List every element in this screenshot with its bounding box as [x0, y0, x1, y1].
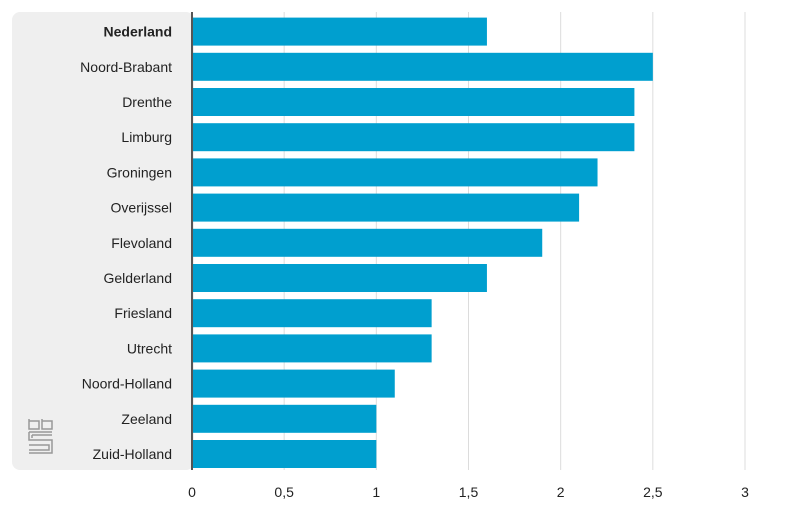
category-label: Noord-Holland	[82, 376, 172, 392]
category-label: Overijssel	[111, 200, 172, 216]
bar-zeeland[interactable]	[192, 404, 377, 433]
x-tick-label: 2	[557, 484, 565, 500]
bar-limburg[interactable]	[192, 123, 635, 152]
bar-noord-holland[interactable]	[192, 369, 395, 398]
category-panel	[12, 12, 194, 470]
x-tick-label: 3	[741, 484, 749, 500]
bar-zuid-holland[interactable]	[192, 440, 377, 468]
bar-groningen[interactable]	[192, 158, 598, 187]
bar-overijssel[interactable]	[192, 193, 580, 222]
bar-nederland[interactable]	[192, 17, 487, 46]
x-tick-label: 1	[372, 484, 380, 500]
category-label: Nederland	[104, 24, 172, 40]
bar-drenthe[interactable]	[192, 88, 635, 116]
bar-utrecht[interactable]	[192, 334, 432, 363]
bar-flevoland[interactable]	[192, 228, 543, 257]
category-label: Utrecht	[127, 340, 172, 356]
category-label: Friesland	[114, 305, 172, 321]
category-label: Groningen	[107, 164, 172, 180]
category-label: Drenthe	[122, 94, 172, 110]
category-label: Flevoland	[111, 235, 172, 251]
category-label: Noord-Brabant	[80, 59, 172, 75]
category-label: Gelderland	[104, 270, 173, 286]
bar-friesland[interactable]	[192, 299, 432, 328]
x-tick-label: 0,5	[274, 484, 294, 500]
x-tick-label: 1,5	[459, 484, 479, 500]
x-tick-label: 0	[188, 484, 196, 500]
bar-gelderland[interactable]	[192, 264, 487, 292]
category-label: Zeeland	[121, 411, 172, 427]
category-label: Zuid-Holland	[93, 446, 172, 462]
x-tick-label: 2,5	[643, 484, 663, 500]
bar-noord-brabant[interactable]	[192, 52, 653, 81]
category-label: Limburg	[121, 129, 172, 145]
cbs-logo-icon	[28, 419, 53, 454]
